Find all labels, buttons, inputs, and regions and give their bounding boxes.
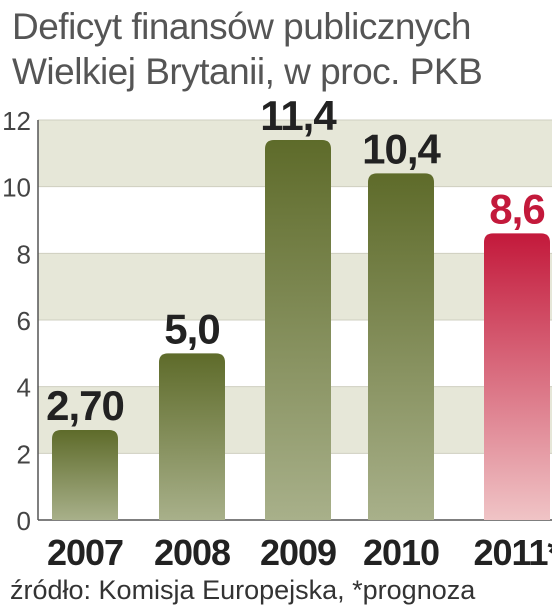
x-tick-label: 2008: [154, 532, 230, 573]
chart-title-line-2: Wielkiej Brytanii, w proc. PKB: [12, 51, 483, 92]
source-note: źródło: Komisja Europejska, *prognoza: [10, 575, 476, 605]
data-label: 5,0: [164, 305, 219, 352]
chart-title-line-1: Deficyt finansów publicznych: [12, 6, 472, 47]
y-tick-label: 12: [2, 106, 31, 136]
data-label: 2,70: [46, 382, 124, 429]
bar-2007: [52, 430, 118, 520]
x-tick-label: 2007: [47, 532, 123, 573]
data-label: 10,4: [362, 125, 441, 172]
y-tick-label: 8: [17, 239, 31, 269]
x-tick-label: 2009: [260, 532, 336, 573]
y-tick-label: 4: [17, 373, 31, 403]
y-tick-label: 10: [2, 173, 31, 203]
chart-title: Deficyt finansów publicznych Wielkiej Br…: [12, 4, 483, 94]
x-tick-label: 2011*: [473, 532, 552, 573]
y-tick-label: 6: [17, 306, 31, 336]
bar-2011: [484, 233, 550, 521]
x-tick-label: 2010: [363, 532, 439, 573]
bar-2009: [265, 140, 331, 520]
data-label: 8,6: [489, 185, 544, 232]
data-label: 11,4: [260, 92, 337, 139]
y-tick-label: 2: [17, 439, 31, 469]
y-tick-label: 0: [17, 506, 31, 536]
bar-2008: [159, 353, 225, 520]
bar-2010: [368, 173, 434, 521]
